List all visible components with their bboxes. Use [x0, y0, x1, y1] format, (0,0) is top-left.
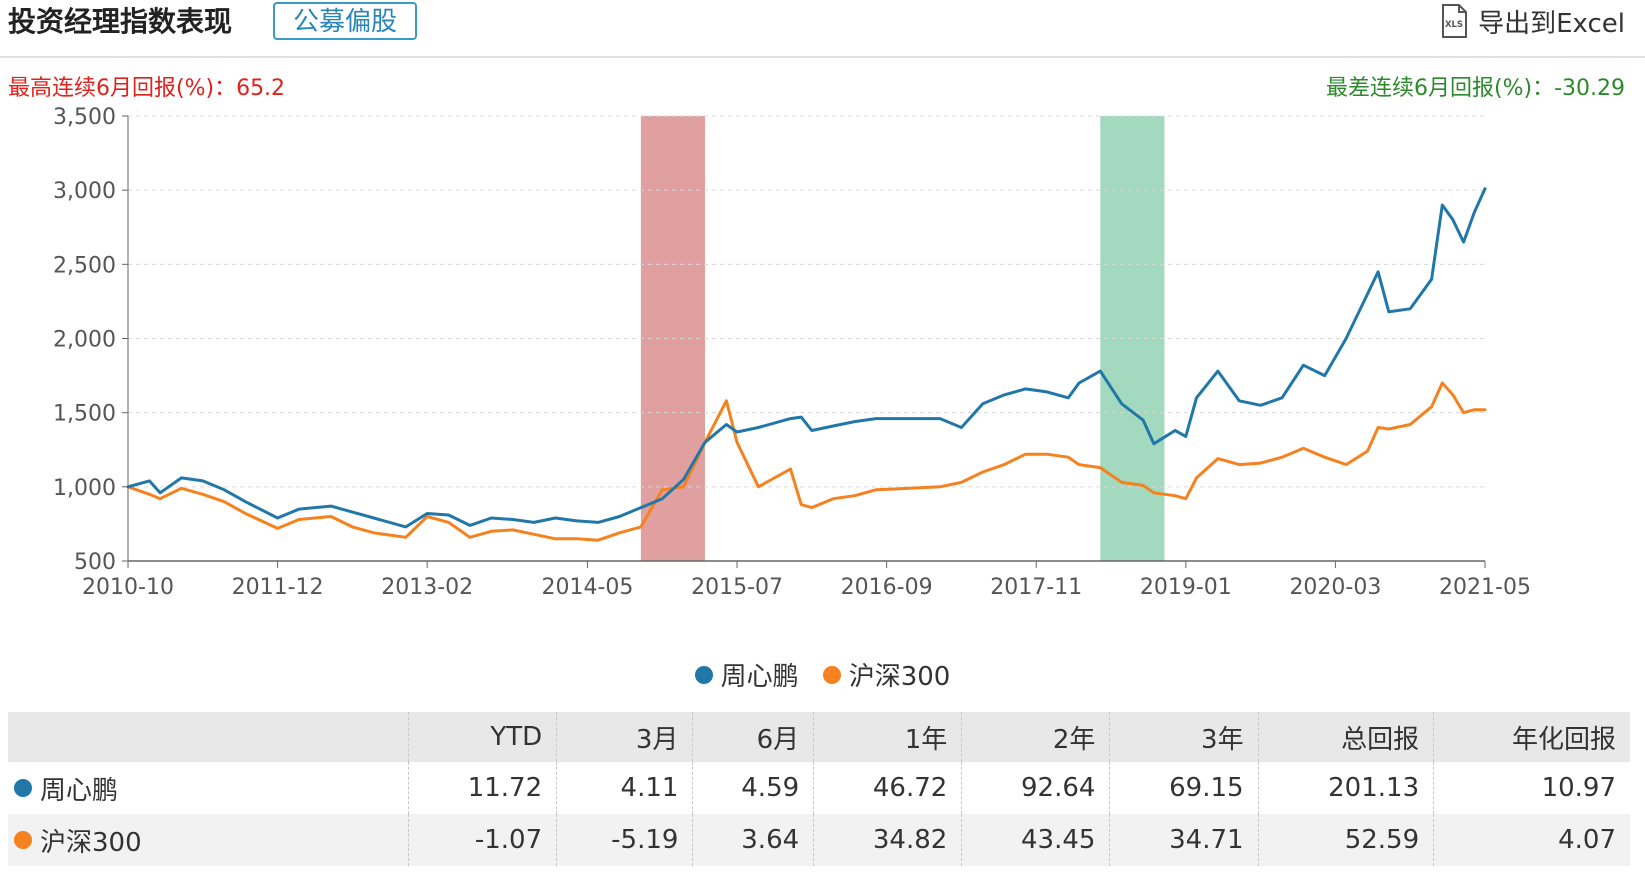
table-cell: 34.71	[1109, 814, 1259, 866]
performance-chart: 500 1,000 1,500 2,000 2,500 3,000 3,500 2010-10…	[53, 105, 1531, 600]
row-name: 沪深300	[40, 827, 142, 858]
worst-6m-return: 最差连续6月回报(%)：-30.29	[1326, 76, 1625, 101]
y-tick-label: 3,000	[53, 179, 116, 204]
x-tick-label: 2011-12	[232, 575, 324, 600]
x-tick-label: 2016-09	[841, 575, 933, 600]
best-6m-return: 最高连续6月回报(%)：65.2	[8, 76, 286, 101]
row-name-cell: 沪深300	[8, 814, 409, 866]
table-cell: 4.59	[692, 762, 814, 814]
chart-legend: 周心鹏 沪深300	[0, 656, 1645, 693]
page-title: 投资经理指数表现	[8, 5, 233, 38]
table-cell: 4.11	[556, 762, 693, 814]
table-row: 沪深300 -1.07 -5.19 3.64 34.82 43.45 34.71…	[8, 814, 1630, 866]
x-tick-label: 2020-03	[1289, 575, 1381, 600]
series-line-manager	[126, 187, 1487, 529]
series-line-hs300	[126, 381, 1487, 542]
returns-table: YTD 3月 6月 1年 2年 3年 总回报 年化回报 周心鹏 11.72 4.…	[8, 712, 1630, 866]
header-cell-name	[8, 712, 409, 762]
table-cell: 52.59	[1257, 814, 1434, 866]
table-cell: 92.64	[961, 762, 1110, 814]
y-tick-label: 500	[74, 550, 116, 575]
legend-item-hs300[interactable]: 沪深300	[822, 656, 951, 693]
legend-dot-hs300	[822, 665, 841, 684]
header-cell-3m: 3月	[556, 712, 693, 762]
x-tick-label: 2013-02	[381, 575, 473, 600]
y-tick-label: 1,500	[53, 402, 116, 427]
y-tick-label: 3,500	[53, 105, 116, 130]
export-label: 导出到Excel	[1478, 8, 1625, 39]
highlight-bands	[640, 116, 1165, 561]
row-dot-hs300	[14, 831, 32, 849]
row-dot-manager	[14, 779, 32, 797]
header-cell-ytd: YTD	[407, 712, 557, 762]
header: 投资经理指数表现 公募偏股 XLS 导出到Excel	[0, 0, 1645, 58]
x-tick-label: 2017-11	[990, 575, 1082, 600]
grid-lines	[128, 115, 1485, 488]
table-row: 周心鹏 11.72 4.11 4.59 46.72 92.64 69.15 20…	[8, 762, 1630, 814]
table-cell: 43.45	[961, 814, 1110, 866]
table-cell: 34.82	[813, 814, 962, 866]
x-tick-label: 2010-10	[82, 575, 174, 600]
series-lines	[126, 187, 1487, 542]
y-tick-label: 2,000	[53, 328, 116, 353]
header-cell-annualized: 年化回报	[1433, 712, 1630, 762]
table-header-row: YTD 3月 6月 1年 2年 3年 总回报 年化回报	[8, 712, 1630, 762]
x-tick-label: 2015-07	[691, 575, 783, 600]
table-cell: 201.13	[1257, 762, 1434, 814]
row-name: 周心鹏	[40, 775, 119, 806]
legend-label-hs300: 沪深300	[848, 662, 951, 692]
x-tick-label: 2014-05	[541, 575, 633, 600]
header-cell-6m: 6月	[692, 712, 814, 762]
table-cell: 46.72	[813, 762, 962, 814]
x-tick-label: 2019-01	[1140, 575, 1232, 600]
export-excel-button[interactable]: XLS 导出到Excel	[1440, 4, 1625, 39]
x-tick-label: 2021-05	[1439, 575, 1531, 600]
table-cell: 4.07	[1433, 814, 1630, 866]
table-cell: 69.15	[1109, 762, 1259, 814]
table-cell: 10.97	[1433, 762, 1630, 814]
table-cell: 3.64	[692, 814, 814, 866]
category-tag[interactable]: 公募偏股	[273, 2, 418, 40]
xls-icon-text: XLS	[1445, 20, 1463, 30]
legend-dot-manager	[694, 665, 713, 684]
table-cell: 11.72	[407, 762, 557, 814]
header-cell-2y: 2年	[961, 712, 1110, 762]
table-cell: -5.19	[556, 814, 693, 866]
header-cell-1y: 1年	[813, 712, 962, 762]
y-tick-label: 1,000	[53, 476, 116, 501]
xls-file-icon: XLS	[1442, 4, 1468, 38]
header-cell-3y: 3年	[1109, 712, 1259, 762]
legend-item-manager[interactable]: 周心鹏	[694, 656, 799, 693]
y-tick-label: 2,500	[53, 253, 116, 278]
header-cell-total: 总回报	[1257, 712, 1434, 762]
table-cell: -1.07	[407, 814, 557, 866]
legend-label-manager: 周心鹏	[720, 662, 799, 692]
row-name-cell: 周心鹏	[8, 762, 409, 814]
